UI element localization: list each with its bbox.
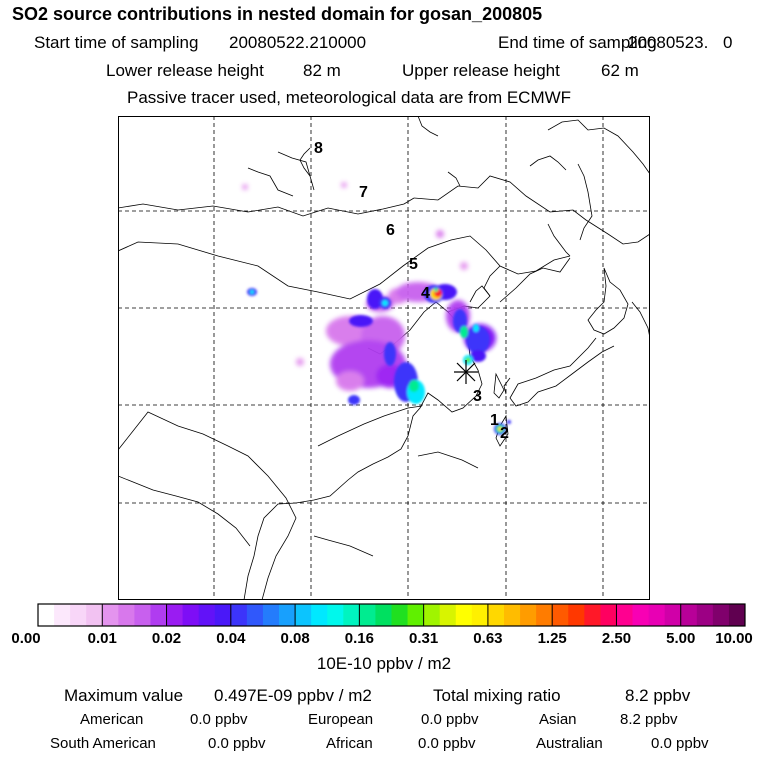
colorbar-cell bbox=[600, 604, 617, 626]
region-american-label: American bbox=[80, 711, 144, 728]
colorbar-cell bbox=[455, 604, 473, 626]
total-mixing-ratio-label: Total mixing ratio bbox=[433, 686, 561, 705]
colorbar-tick-label: 2.50 bbox=[601, 630, 632, 647]
map-frame bbox=[118, 116, 650, 600]
trajectory-label-6: 6 bbox=[386, 222, 395, 239]
region-south-american-label: South American bbox=[50, 735, 156, 752]
colorbar-cell bbox=[632, 604, 649, 626]
total-mixing-ratio-value: 8.2 ppbv bbox=[625, 686, 691, 705]
colorbar-cell bbox=[439, 604, 457, 626]
colorbar-cell bbox=[696, 604, 714, 626]
map-panel: 1 2 3 4 5 6 7 8 bbox=[118, 116, 650, 600]
colorbar-cell bbox=[487, 604, 505, 626]
colorbar-tick-label: 0.01 bbox=[87, 630, 117, 647]
region-african-value: 0.0 ppbv bbox=[418, 735, 476, 752]
upper-release-value: 62 m bbox=[601, 61, 639, 80]
colorbar-cell bbox=[520, 604, 537, 626]
colorbar-cell bbox=[262, 604, 280, 626]
trajectory-label-8: 8 bbox=[314, 140, 323, 157]
colorbar-cell bbox=[230, 604, 248, 626]
colorbar-tick-label: 0.04 bbox=[216, 630, 246, 647]
colorbar-cell bbox=[327, 604, 344, 626]
colorbar-cell bbox=[166, 604, 184, 626]
colorbar-cell bbox=[150, 604, 167, 626]
colorbar-cell bbox=[182, 604, 200, 626]
colorbar-cell bbox=[70, 604, 87, 626]
colorbar-cell bbox=[568, 604, 585, 626]
trajectory-label-3: 3 bbox=[473, 388, 482, 405]
colorbar-cell bbox=[375, 604, 392, 626]
colorbar-cell bbox=[664, 604, 682, 626]
region-european-value: 0.0 ppbv bbox=[421, 711, 479, 728]
colorbar-tick-label: 0.02 bbox=[151, 630, 182, 647]
lower-release-label: Lower release height bbox=[106, 61, 264, 80]
colorbar-tick-label: 0.08 bbox=[280, 630, 310, 647]
region-australian-value: 0.0 ppbv bbox=[651, 735, 709, 752]
trajectory-label-2: 2 bbox=[500, 425, 509, 442]
colorbar-cell bbox=[407, 604, 425, 626]
colorbar-cell bbox=[134, 604, 151, 626]
chart-title: SO2 source contributions in nested domai… bbox=[12, 4, 543, 24]
colorbar-cell bbox=[536, 604, 553, 626]
max-value: 0.497E-09 ppbv / m2 bbox=[214, 686, 372, 705]
colorbar-cell bbox=[423, 604, 441, 626]
colorbar-cell bbox=[279, 604, 296, 626]
colorbar-cell bbox=[359, 604, 376, 626]
colorbar-cell bbox=[552, 604, 569, 626]
start-time-label: Start time of sampling bbox=[34, 33, 199, 52]
upper-release-label: Upper release height bbox=[402, 61, 560, 80]
start-time-value: 20080522.210000 bbox=[229, 33, 367, 52]
colorbar-cell bbox=[54, 604, 71, 626]
colorbar-cell bbox=[214, 604, 232, 626]
colorbar-cell bbox=[102, 604, 119, 626]
colorbar-cell bbox=[246, 604, 264, 626]
trajectory-label-7: 7 bbox=[359, 184, 368, 201]
colorbar-cell bbox=[728, 604, 746, 626]
passive-tracer-note: Passive tracer used, meteorological data… bbox=[127, 88, 572, 107]
colorbar-cell bbox=[38, 604, 55, 626]
colorbar-tick-label: 10.00 bbox=[715, 630, 753, 647]
end-time-suffix: 0 bbox=[723, 33, 733, 52]
region-european-label: European bbox=[308, 711, 374, 728]
colorbar-cell bbox=[680, 604, 698, 626]
colorbar-cell bbox=[343, 604, 360, 626]
so2-contribution-field bbox=[242, 182, 511, 435]
end-time-value: 20080523. bbox=[628, 33, 709, 52]
colorbar-cell bbox=[648, 604, 666, 626]
colorbar-cell bbox=[198, 604, 216, 626]
colorbar-unit-label: 10E-10 ppbv / m2 bbox=[316, 654, 452, 673]
colorbar-tick-label: 0.00 bbox=[11, 630, 41, 647]
colorbar bbox=[37, 603, 746, 627]
colorbar-tick-label: 0.63 bbox=[473, 630, 503, 647]
region-asian-label: Asian bbox=[539, 711, 577, 728]
colorbar-tick-label: 0.31 bbox=[409, 630, 439, 647]
colorbar-cell bbox=[712, 604, 730, 626]
region-asian-value: 8.2 ppbv bbox=[620, 711, 678, 728]
colorbar-cell bbox=[471, 604, 489, 626]
trajectory-label-4: 4 bbox=[421, 285, 430, 302]
colorbar-cell bbox=[616, 604, 633, 626]
colorbar-tick-label: 5.00 bbox=[666, 630, 696, 647]
colorbar-cell bbox=[391, 604, 408, 626]
colorbar-cell bbox=[86, 604, 103, 626]
colorbar-cell bbox=[503, 604, 521, 626]
trajectory-label-5: 5 bbox=[409, 256, 418, 273]
colorbar-cell bbox=[311, 604, 328, 626]
region-american-value: 0.0 ppbv bbox=[190, 711, 248, 728]
colorbar-cell bbox=[584, 604, 601, 626]
colorbar-frame bbox=[37, 603, 746, 627]
trajectory-label-1: 1 bbox=[490, 412, 499, 429]
gosan-receptor-star bbox=[454, 360, 478, 384]
colorbar-tick-label: 1.25 bbox=[537, 630, 567, 647]
colorbar-cell bbox=[295, 604, 312, 626]
region-african-label: African bbox=[326, 735, 373, 752]
lower-release-value: 82 m bbox=[303, 61, 341, 80]
colorbar-cell bbox=[118, 604, 135, 626]
region-south-american-value: 0.0 ppbv bbox=[208, 735, 266, 752]
max-value-label: Maximum value bbox=[64, 686, 184, 705]
end-time-label: End time of sampling bbox=[498, 33, 657, 52]
region-australian-label: Australian bbox=[536, 735, 603, 752]
colorbar-tick-label: 0.16 bbox=[344, 630, 374, 647]
